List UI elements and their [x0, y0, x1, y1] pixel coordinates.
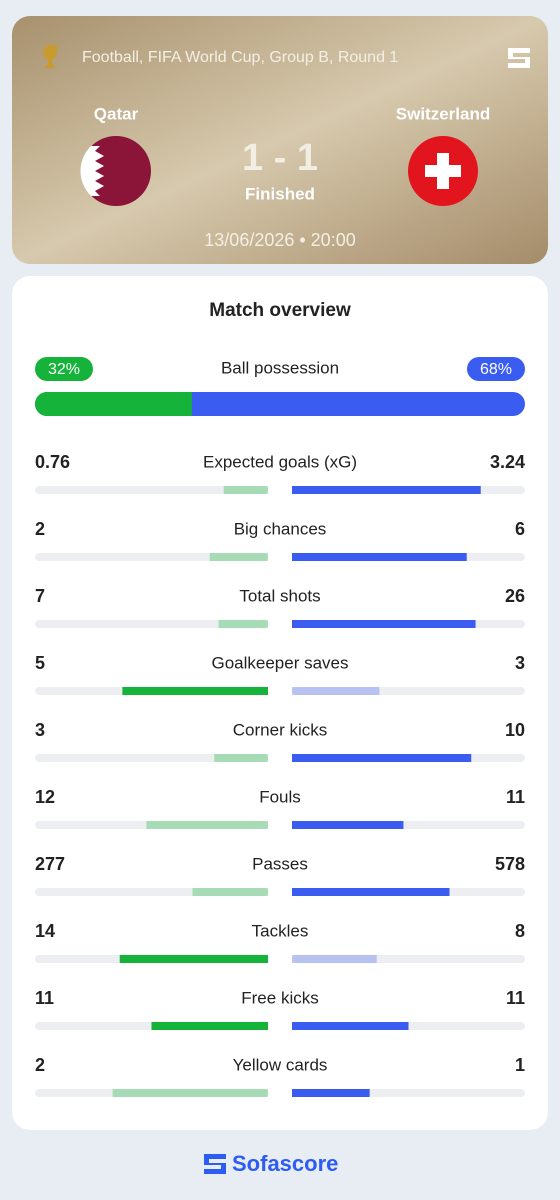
away-bar	[292, 486, 481, 494]
stat-name: Total shots	[239, 586, 320, 605]
home-track	[35, 888, 268, 896]
away-bar	[292, 1022, 409, 1030]
home-bar	[112, 1089, 269, 1097]
home-flag-serration	[80, 146, 104, 196]
brand-icon[interactable]	[508, 48, 530, 68]
away-track	[292, 687, 525, 695]
home-track	[35, 821, 268, 829]
away-value: 11	[506, 988, 525, 1008]
away-team: Switzerland	[396, 104, 490, 123]
possession-home-bar	[35, 392, 192, 416]
possession-away-label: 68%	[480, 361, 512, 378]
possession-home-label: 32%	[48, 361, 80, 378]
away-value: 3.24	[490, 452, 525, 472]
overview-title: Match overview	[209, 300, 351, 321]
sofascore-logo[interactable]: Sofascore	[204, 1151, 338, 1176]
home-track	[35, 754, 268, 762]
home-track	[35, 620, 268, 628]
away-bar	[292, 955, 377, 963]
home-value: 277	[35, 854, 65, 874]
header-card	[12, 16, 548, 264]
home-track	[35, 486, 268, 494]
datetime: 13/06/2026 • 20:00	[204, 230, 355, 250]
away-value: 6	[515, 519, 525, 539]
home-bar	[223, 486, 268, 494]
stat-name: Expected goals (xG)	[203, 452, 357, 471]
away-bar	[292, 888, 450, 896]
stat-name: Big chances	[234, 519, 327, 538]
away-value: 10	[505, 720, 525, 740]
possession-label: Ball possession	[221, 358, 339, 377]
away-value: 3	[515, 653, 525, 673]
status: Finished	[245, 184, 315, 203]
away-value: 1	[515, 1055, 525, 1075]
stat-name: Goalkeeper saves	[211, 653, 348, 672]
home-value: 11	[35, 988, 54, 1008]
score: 1 - 1	[242, 137, 318, 179]
away-value: 26	[505, 586, 525, 606]
away-track	[292, 955, 525, 963]
away-bar	[292, 821, 404, 829]
home-bar	[192, 888, 268, 896]
home-bar	[151, 1022, 268, 1030]
away-bar	[292, 620, 476, 628]
away-bar	[292, 553, 467, 561]
away-bar	[292, 687, 380, 695]
brand-name: Sofascore	[232, 1151, 338, 1176]
possession-home-pill	[35, 357, 93, 381]
home-bar	[214, 754, 268, 762]
logo-icon	[204, 1154, 226, 1174]
stat-name: Fouls	[259, 787, 301, 806]
possession-away-pill	[467, 357, 525, 381]
home-value: 0.76	[35, 452, 70, 472]
home-value: 5	[35, 653, 45, 673]
trophy-icon	[43, 45, 57, 68]
away-flag-cross	[425, 153, 461, 189]
stat-name: Tackles	[252, 921, 309, 940]
stat-name: Corner kicks	[233, 720, 327, 739]
away-bar	[292, 754, 472, 762]
home-value: 7	[35, 586, 45, 606]
home-value: 3	[35, 720, 45, 740]
home-bar	[119, 955, 269, 963]
home-bar	[146, 821, 268, 829]
home-bar	[122, 687, 268, 695]
away-value: 578	[495, 854, 525, 874]
stat-name: Yellow cards	[233, 1055, 328, 1074]
home-value: 14	[35, 921, 55, 941]
away-value: 11	[506, 787, 525, 807]
home-team: Qatar	[94, 104, 139, 123]
home-value: 12	[35, 787, 55, 807]
stat-name: Passes	[252, 854, 308, 873]
home-track	[35, 553, 268, 561]
competition: Football, FIFA World Cup, Group B, Round…	[82, 49, 398, 66]
home-value: 2	[35, 1055, 45, 1075]
stat-name: Free kicks	[241, 988, 318, 1007]
home-bar	[218, 620, 268, 628]
home-value: 2	[35, 519, 45, 539]
away-bar	[292, 1089, 370, 1097]
home-track	[35, 1089, 268, 1097]
away-value: 8	[515, 921, 525, 941]
home-bar	[209, 553, 268, 561]
